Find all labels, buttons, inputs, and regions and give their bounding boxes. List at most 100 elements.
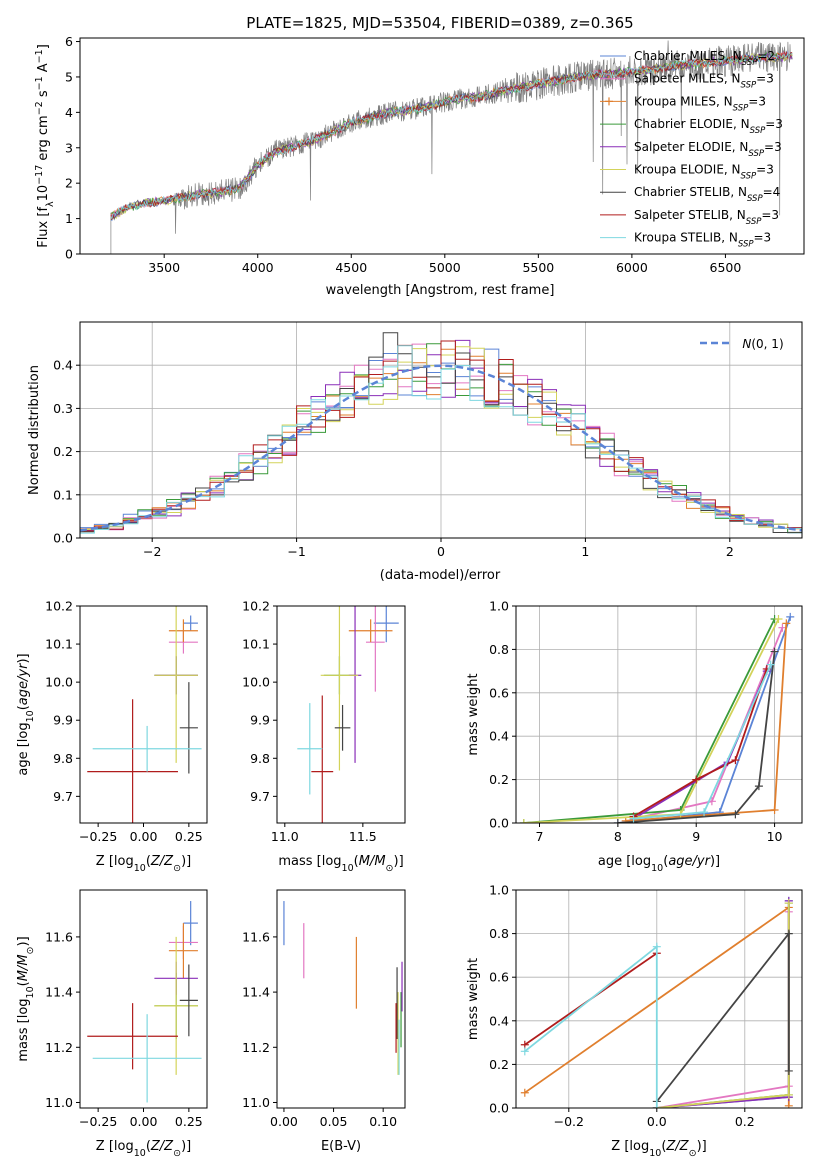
y-tick-label: 0.0	[489, 816, 509, 831]
x-tick-label: 2	[726, 544, 734, 559]
y-axis-label-part: λ	[45, 201, 56, 207]
y-tick-label: 1	[65, 211, 73, 226]
legend-label-part: Salpeter ELODIE, N	[634, 140, 748, 154]
legend-label: Salpeter MILES, NSSP=3	[634, 72, 774, 91]
x-axis-label-part: Z [log	[96, 1139, 134, 1154]
legend-label-part: SSP	[733, 103, 749, 113]
y-axis-label-part: mass weight	[466, 958, 481, 1040]
y-axis-label-part: s	[36, 90, 51, 101]
x-tick-label: 1	[581, 544, 589, 559]
legend-label-part: SSP	[748, 149, 764, 159]
legend-label-part: Kroupa STELIB, N	[634, 231, 738, 245]
legend-label-part: Chabrier STELIB, N	[634, 185, 747, 199]
y-tick-label: 10.1	[45, 637, 73, 652]
x-axis-label-part: ⊙	[689, 1148, 697, 1159]
y-axis-label-part: A	[36, 63, 51, 76]
weight-line-7	[633, 668, 768, 818]
weight-marker	[731, 756, 740, 765]
y-tick-label: 0.2	[53, 444, 73, 459]
panel-spectrum: 3500 4000 4500 5000 5500 6000 6500 0 1 2 3 4 5 6 Chabr…	[34, 34, 805, 298]
x-tick-label: 6500	[710, 260, 742, 275]
x-axis-label: mass [log10(M/M⊙)]	[278, 854, 403, 874]
y-tick-label: 6	[65, 34, 73, 49]
legend-label-part: Chabrier MILES, N	[634, 49, 742, 63]
x-axis-label-part: 10	[649, 1148, 661, 1159]
y-axis-label-part: M/M	[16, 954, 31, 981]
y-axis-label-part: −17	[34, 165, 45, 185]
y-tick-label: 11.4	[45, 985, 73, 1000]
weight-marker	[782, 619, 791, 628]
plot-content	[87, 606, 202, 823]
legend-marker	[605, 97, 613, 106]
axes-frame	[276, 889, 406, 1109]
weight-marker	[652, 942, 661, 951]
weight-marker	[774, 615, 783, 624]
y-tick-label: 9.9	[53, 713, 73, 728]
weight-line-6	[656, 930, 790, 1103]
legend-label: Kroupa STELIB, NSSP=3	[634, 231, 771, 250]
y-tick-label: 10.2	[242, 599, 270, 614]
plot-content	[87, 901, 202, 1103]
y-axis-label-part: (	[16, 705, 31, 710]
y-tick-label: 1.0	[489, 883, 509, 898]
legend-label-part: SSP	[750, 126, 766, 136]
x-tick-label: 9	[692, 829, 700, 844]
x-axis-label-part: E(B-V)	[321, 1139, 361, 1154]
y-axis-label-part: ⊙	[25, 947, 36, 955]
x-tick-label: 0.00	[270, 1114, 298, 1129]
x-axis-label: E(B-V)	[321, 1139, 361, 1154]
legend-label: Kroupa MILES, NSSP=3	[634, 94, 766, 113]
weight-marker	[520, 1047, 529, 1056]
x-axis-label-part: (	[146, 1139, 151, 1154]
x-tick-label: 3500	[148, 260, 180, 275]
x-tick-label: −0.25	[79, 829, 117, 844]
x-tick-label: 11.0	[271, 829, 299, 844]
x-axis-label-part: (	[663, 854, 668, 869]
x-tick-label: −2	[143, 544, 161, 559]
weight-marker	[784, 929, 793, 938]
y-axis-label-part: ]	[36, 44, 51, 49]
weight-marker	[770, 805, 779, 814]
legend-label-part: =3	[756, 163, 774, 177]
y-tick-label: 9.8	[250, 751, 270, 766]
legend-label-part: SSP	[742, 58, 758, 68]
x-tick-label: 0.05	[320, 1114, 348, 1129]
axes-frame	[515, 889, 803, 1109]
x-axis-label-part: wavelength [Angstrom, rest frame]	[326, 283, 555, 298]
x-tick-label: 0	[437, 544, 445, 559]
x-axis-label-part: Z/Z	[665, 1139, 689, 1154]
y-axis-label-part: age [log	[16, 722, 31, 775]
weight-marker	[784, 1066, 793, 1075]
legend-label-part: Kroupa MILES, N	[634, 94, 733, 108]
axes-frame	[515, 605, 803, 824]
x-axis-label-part: age/yr	[668, 854, 711, 869]
y-tick-label: 0.4	[489, 729, 509, 744]
weight-marker	[778, 623, 787, 632]
x-tick-label: −0.25	[79, 1114, 117, 1129]
x-tick-label: 4000	[242, 260, 274, 275]
axes-frame	[276, 605, 406, 824]
x-tick-label: 6000	[616, 260, 648, 275]
x-tick-label: 7	[536, 829, 544, 844]
y-axis-label: Flux [fλ10−17 erg cm−2 s−1 A−1]	[34, 44, 56, 248]
axes-frame	[79, 605, 208, 824]
plot-content	[519, 612, 795, 823]
legend-label-part: =3	[764, 140, 782, 154]
y-tick-label: 9.7	[53, 789, 73, 804]
x-axis-label-part: )]	[710, 854, 720, 869]
legend-label-part: SSP	[747, 194, 763, 204]
y-tick-label: 0.2	[489, 772, 509, 787]
spectrum-model-line	[110, 52, 793, 220]
panels: 3500 4000 4500 5000 5500 6000 6500 0 1 2 3 4 5 6 Chabr…	[16, 34, 805, 1159]
y-axis-label: Normed distribution	[27, 365, 42, 495]
x-axis-label-part: M/M	[359, 854, 386, 869]
weight-marker	[766, 660, 775, 669]
y-tick-label: 0.6	[489, 685, 509, 700]
y-tick-label: 0.8	[489, 642, 509, 657]
y-axis-label: age [log10(age/yr)]	[16, 653, 36, 775]
weight-line-4	[633, 670, 768, 820]
x-tick-label: 5000	[429, 260, 461, 275]
legend-label-part: Chabrier ELODIE, N	[634, 117, 750, 131]
x-axis-label: Z [log10(Z/Z⊙)]	[96, 854, 191, 874]
axes-frame	[79, 37, 805, 255]
